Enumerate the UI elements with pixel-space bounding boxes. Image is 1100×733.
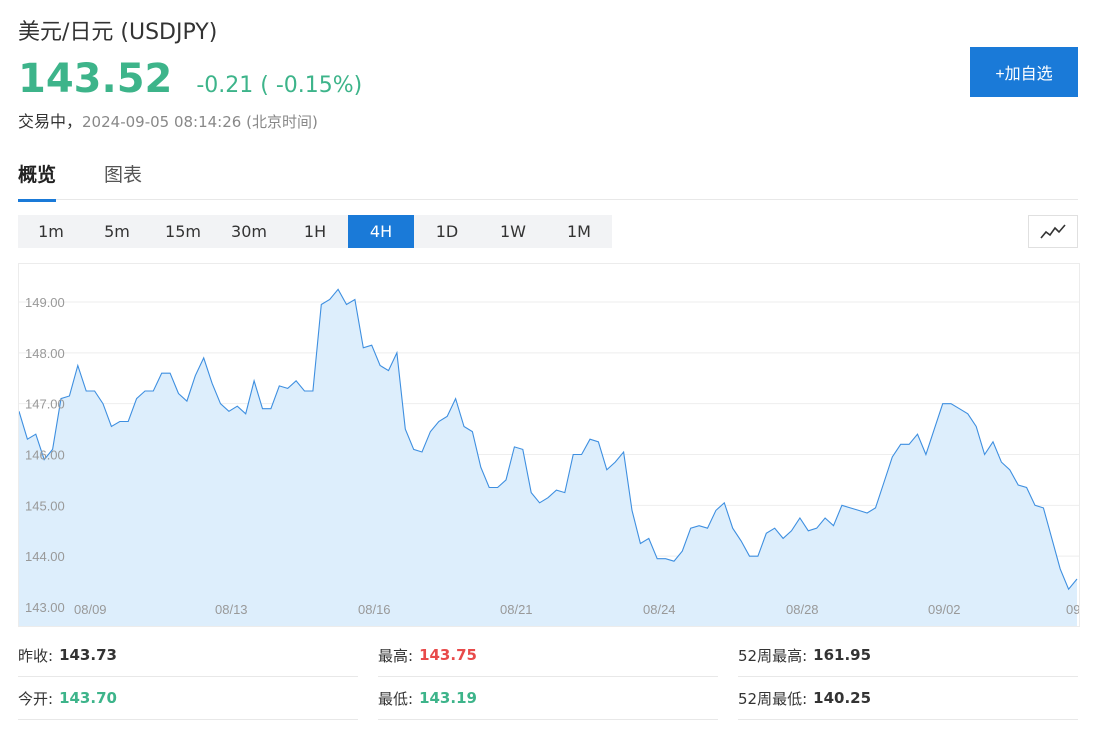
x-tick-label: 08/16 xyxy=(358,602,391,617)
stat-52w-low: 52周最低: 140.25 xyxy=(738,677,1078,720)
price-line xyxy=(19,288,1078,591)
w52-low-value: 140.25 xyxy=(813,689,872,707)
last-price: 143.52 xyxy=(18,56,173,102)
price-row: 143.52 -0.21 ( -0.15%) xyxy=(18,56,362,102)
w52-low-label: 52周最低: xyxy=(738,689,808,708)
period-15m[interactable]: 15m xyxy=(165,222,201,241)
trading-status: 交易中，2024-09-05 08:14:26 (北京时间) xyxy=(18,108,318,132)
y-tick-label: 147.00 xyxy=(25,397,65,412)
y-tick-label: 149.00 xyxy=(25,295,65,310)
chart-type-button[interactable] xyxy=(1028,215,1078,248)
tab-chart[interactable]: 图表 xyxy=(104,164,143,186)
period-1h[interactable]: 1H xyxy=(303,222,327,241)
w52-high-value: 161.95 xyxy=(813,646,872,664)
x-tick-label: 08/28 xyxy=(786,602,819,617)
w52-high-label: 52周最高: xyxy=(738,646,808,665)
period-1w[interactable]: 1W xyxy=(500,222,526,241)
x-tick-label: 08/24 xyxy=(643,602,676,617)
low-value: 143.19 xyxy=(419,689,477,707)
status-text: 交易中， xyxy=(18,112,83,131)
add-to-watchlist-button[interactable]: +加自选 xyxy=(970,47,1078,97)
stat-52w-high: 52周最高: 161.95 xyxy=(738,634,1078,677)
period-4h[interactable]: 4H xyxy=(348,215,414,248)
stat-high: 最高: 143.75 xyxy=(378,634,718,677)
period-1d[interactable]: 1D xyxy=(435,222,459,241)
prev-close-label: 昨收: xyxy=(18,646,54,665)
y-tick-label: 144.00 xyxy=(25,549,65,564)
y-tick-label: 143.00 xyxy=(25,600,65,615)
stat-open: 今开: 143.70 xyxy=(18,677,358,720)
line-chart-icon xyxy=(1040,223,1066,239)
x-tick-label: 08/09 xyxy=(74,602,107,617)
price-area xyxy=(19,289,1077,626)
x-tick-label: 09/0 xyxy=(1066,602,1079,617)
price-chart-svg: 143.00 144.00 145.00 146.00 147.00 148.00 149.… xyxy=(19,288,1079,626)
stat-low: 最低: 143.19 xyxy=(378,677,718,720)
period-selector: 1m 5m 15m 30m 1H 4H 1D 1W 1M xyxy=(18,215,612,248)
y-tick-label: 145.00 xyxy=(25,498,65,513)
open-label: 今开: xyxy=(18,689,54,708)
period-30m[interactable]: 30m xyxy=(231,222,267,241)
status-timestamp: 2024-09-05 08:14:26 (北京时间) xyxy=(82,113,318,131)
y-tick-label: 146.00 xyxy=(25,448,65,463)
x-tick-label: 08/13 xyxy=(215,602,248,617)
instrument-title: 美元/日元 (USDJPY) xyxy=(18,20,218,45)
tab-overview[interactable]: 概览 xyxy=(18,160,57,202)
x-tick-label: 08/21 xyxy=(500,602,533,617)
period-5m[interactable]: 5m xyxy=(104,222,130,241)
x-tick-label: 09/02 xyxy=(928,602,961,617)
period-1m[interactable]: 1m xyxy=(38,222,64,241)
stat-prev-close: 昨收: 143.73 xyxy=(18,634,358,677)
high-label: 最高: xyxy=(378,646,414,665)
high-value: 143.75 xyxy=(419,646,477,664)
period-1mo[interactable]: 1M xyxy=(567,222,591,241)
price-chart[interactable]: 143.00 144.00 145.00 146.00 147.00 148.00 149.… xyxy=(18,263,1080,627)
low-label: 最低: xyxy=(378,689,414,708)
tab-bar: 概览 图表 xyxy=(18,160,1078,202)
y-tick-label: 148.00 xyxy=(25,346,65,361)
open-value: 143.70 xyxy=(59,689,117,707)
price-change: -0.21 ( -0.15%) xyxy=(196,73,363,98)
prev-close-value: 143.73 xyxy=(59,646,117,664)
